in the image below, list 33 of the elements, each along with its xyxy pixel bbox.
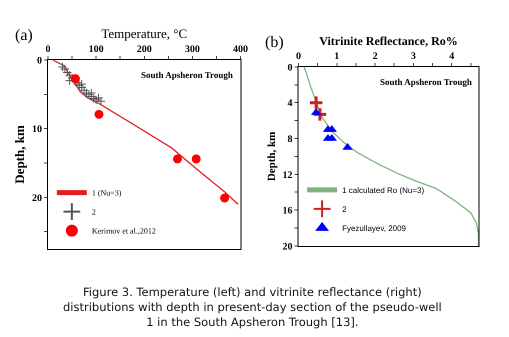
- y-tick-label: 16: [282, 206, 292, 217]
- x-tick-label: 0: [296, 50, 301, 62]
- legend-label: 1 (Nu=3): [92, 188, 122, 198]
- legend-label: Kerimov et al.,2012: [92, 226, 156, 236]
- y-tick-label: 20: [282, 241, 292, 252]
- y-tick-label: 8: [288, 134, 292, 146]
- x-tick-label: 1: [334, 50, 340, 62]
- x-tick-label: 400: [233, 44, 248, 56]
- x-tick-label: 200: [136, 44, 152, 56]
- legend-label: Fyezullayev, 2009: [342, 224, 407, 233]
- y-axis-title: Depth, km: [266, 132, 278, 182]
- annotation: South Apsheron Trough: [141, 70, 233, 80]
- y-tick-label: 12: [282, 170, 292, 181]
- annotation: South Apsheron Trough: [380, 77, 472, 87]
- x-tick-label: 3: [410, 50, 416, 62]
- y-tick-label: 20: [32, 192, 42, 204]
- y-tick-label: 4: [288, 98, 292, 110]
- x-tick-label: 100: [88, 44, 104, 56]
- x-tick-label: 2: [372, 50, 378, 62]
- y-tick-label: 0: [288, 62, 292, 74]
- legend-label: 2: [92, 208, 96, 217]
- caption: Figure 3. Temperature (left) and vitrinite reflectance (right) distributions with depth in present-day section of the pseudo-well 1 in the South Apsheron Trough [13].: [63, 285, 442, 329]
- legend-label: 2: [342, 204, 348, 214]
- x-tick-label: 300: [184, 44, 200, 56]
- x-axis-title: Temperature, °C: [101, 26, 188, 42]
- x-tick-label: 0: [46, 44, 50, 56]
- legend-label: 1 calculated Ro (Nu=3): [342, 186, 424, 195]
- text: (a): [15, 27, 33, 44]
- x-tick-label: 4: [449, 50, 454, 62]
- x-axis-title: Vitrinite Reflectance, Ro%: [319, 34, 458, 48]
- y-tick-label: 10: [32, 124, 42, 136]
- text: (b): [265, 34, 284, 51]
- y-axis-title: Depth, km: [12, 125, 27, 184]
